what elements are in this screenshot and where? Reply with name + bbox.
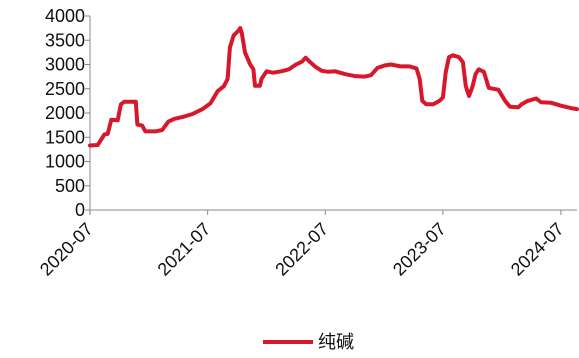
legend: 纯碱 xyxy=(263,332,354,353)
y-tick-label: 1000 xyxy=(45,152,85,172)
y-tick-label: 1500 xyxy=(45,127,85,147)
y-tick-label: 0 xyxy=(75,200,85,220)
legend-label: 纯碱 xyxy=(318,332,354,353)
y-tick-label: 3500 xyxy=(45,30,85,50)
y-tick-label: 2500 xyxy=(45,79,85,99)
x-tick-label: 2023-07 xyxy=(389,219,450,280)
y-tick-label: 2000 xyxy=(45,103,85,123)
series-line-0 xyxy=(88,26,579,148)
y-tick-label: 500 xyxy=(55,176,85,196)
x-axis: 2020-07 2021-07 2022-07 2023-07 2024-07 xyxy=(36,209,577,280)
plot-area xyxy=(88,26,579,148)
y-tick-label: 3000 xyxy=(45,55,85,75)
x-tick-label: 2021-07 xyxy=(154,219,215,280)
y-axis: 0 500 1000 1500 2000 2500 3000 3500 4000 xyxy=(45,6,91,220)
x-tick-label: 2022-07 xyxy=(271,219,332,280)
y-tick-label: 4000 xyxy=(45,6,85,26)
x-tick-label: 2020-07 xyxy=(36,219,97,280)
x-tick-label: 2024-07 xyxy=(507,219,568,280)
